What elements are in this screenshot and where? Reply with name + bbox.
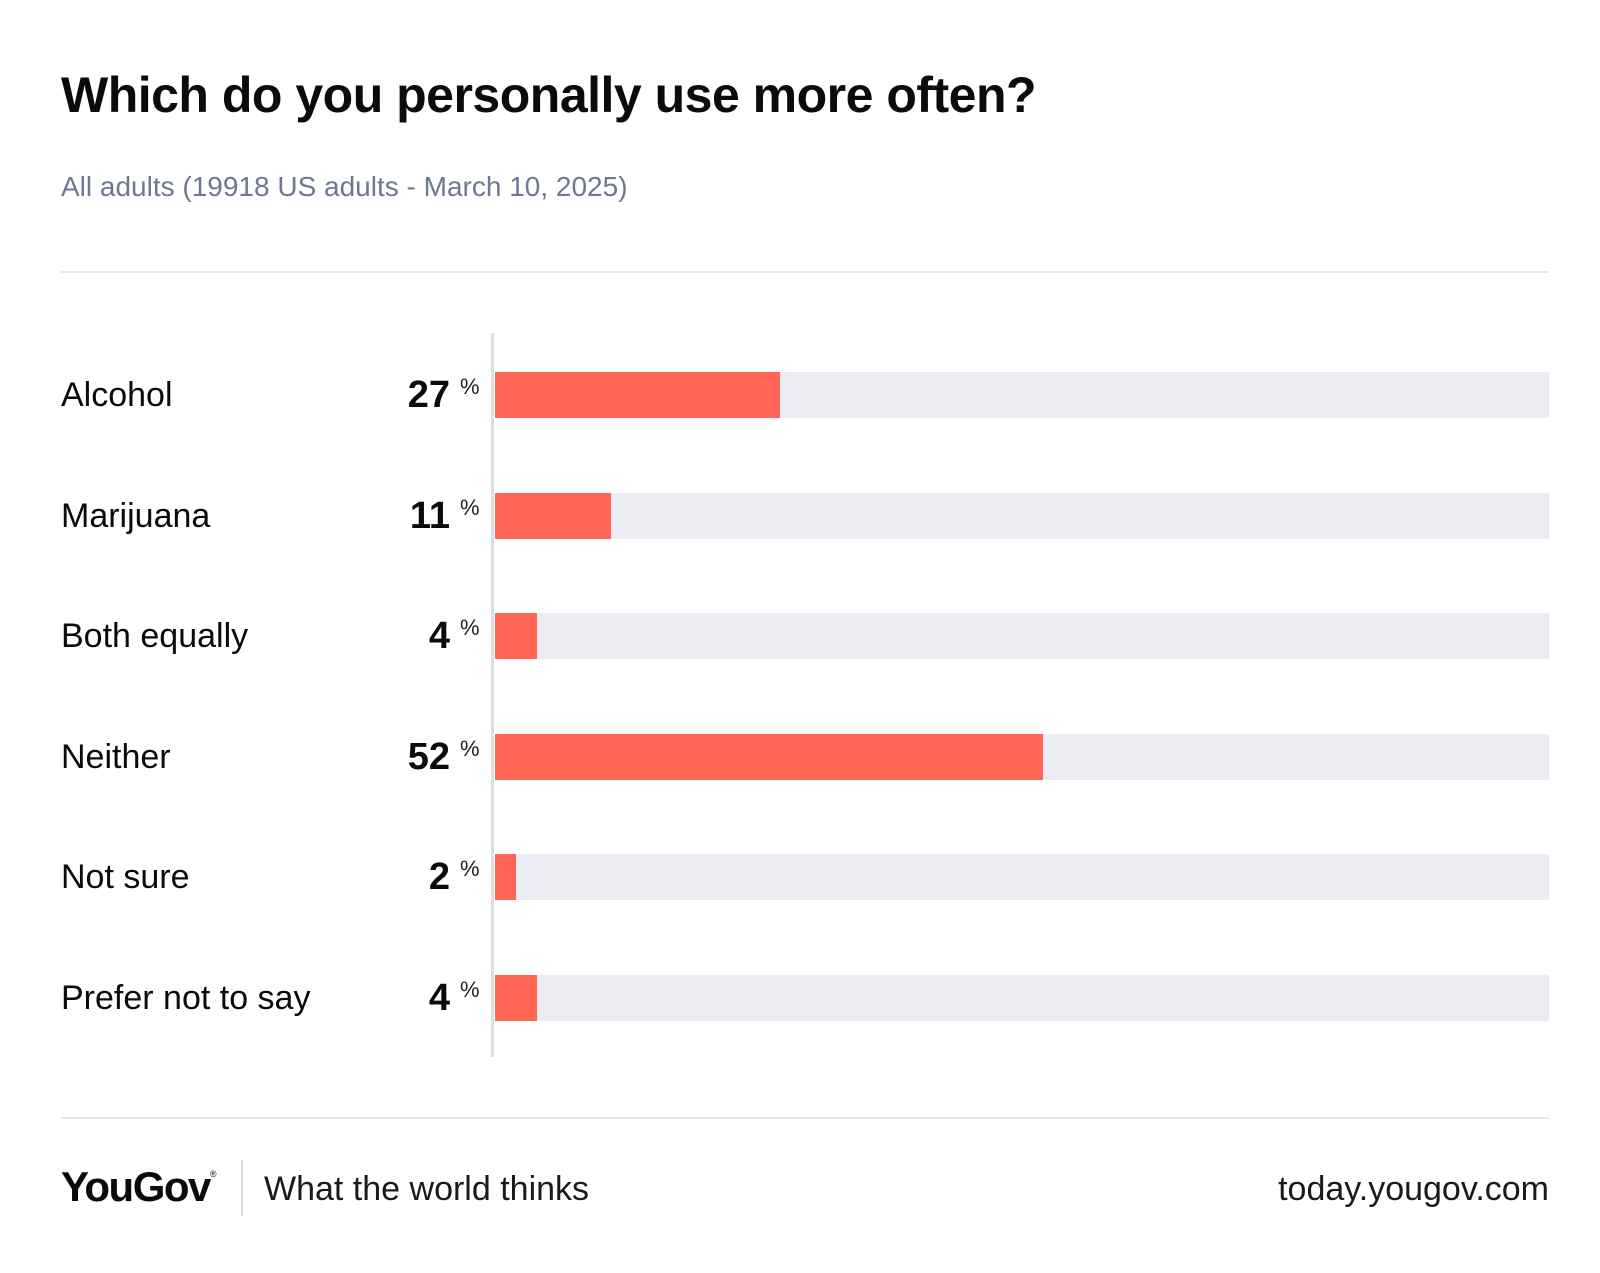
percent-sign: % xyxy=(460,494,480,520)
footer-divider xyxy=(241,1160,243,1216)
value-label: 4 xyxy=(428,615,450,658)
bar-track xyxy=(495,733,1549,780)
bar-row: Not sure 2% xyxy=(0,854,1600,901)
bar xyxy=(495,613,538,660)
logo-text: YouGov xyxy=(61,1163,211,1210)
bar xyxy=(495,975,538,1021)
percent-sign: % xyxy=(460,735,480,761)
bar xyxy=(495,372,780,418)
bottom-divider xyxy=(61,1117,1549,1119)
value-label: 27 xyxy=(407,374,450,416)
bar-track xyxy=(495,975,1549,1021)
category-label: Alcohol xyxy=(61,376,173,414)
bar-row: Neither 52% xyxy=(0,733,1600,780)
bar xyxy=(495,492,611,539)
chart-title: Which do you personally use more often? xyxy=(61,67,1037,123)
value-label: 2 xyxy=(428,856,450,899)
percent-sign: % xyxy=(460,856,480,882)
bar-track xyxy=(495,854,1549,901)
value-label: 52 xyxy=(407,735,450,778)
category-label: Not sure xyxy=(61,858,190,897)
bar xyxy=(495,733,1044,780)
chart-subtitle: All adults (19918 US adults - March 10, … xyxy=(61,171,628,202)
bar-track xyxy=(495,372,1549,418)
bar-track xyxy=(495,613,1549,660)
top-divider xyxy=(61,271,1549,273)
category-label: Marijuana xyxy=(61,496,211,535)
category-label: Both equally xyxy=(61,617,249,656)
bar-row: Marijuana 11% xyxy=(0,492,1600,539)
footer-tagline: What the world thinks xyxy=(264,1170,590,1208)
bar-row: Alcohol 27% xyxy=(0,372,1600,418)
percent-sign: % xyxy=(460,977,480,1002)
value-label: 4 xyxy=(428,977,450,1019)
bar xyxy=(495,854,517,901)
percent-sign: % xyxy=(460,615,480,641)
chart-axis-line xyxy=(491,333,494,1057)
footer-url-link[interactable]: today.yougov.com xyxy=(1278,1170,1549,1208)
category-label: Prefer not to say xyxy=(61,979,311,1017)
registered-mark: ® xyxy=(209,1169,217,1179)
bar-row: Prefer not to say 4% xyxy=(0,975,1600,1021)
bar-row: Both equally 4% xyxy=(0,613,1600,660)
category-label: Neither xyxy=(61,737,171,776)
value-label: 11 xyxy=(409,494,450,537)
percent-sign: % xyxy=(460,374,480,399)
yougov-logo[interactable]: YouGov® xyxy=(61,1163,217,1211)
bar-track xyxy=(495,492,1549,539)
